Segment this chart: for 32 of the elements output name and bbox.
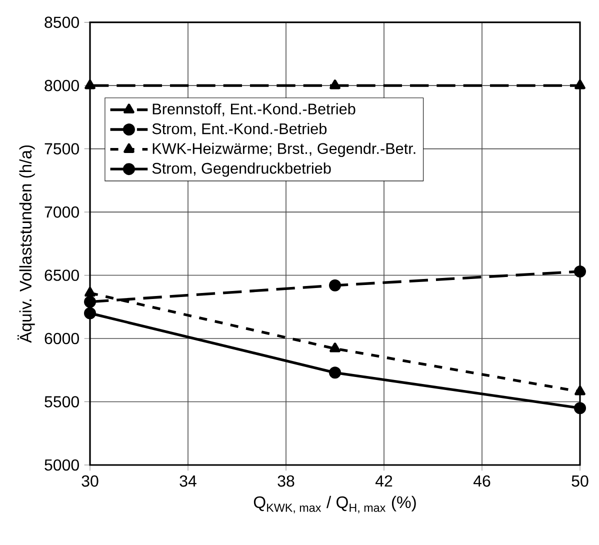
point [329, 279, 342, 292]
y-tick-label: 6500 [44, 270, 79, 281]
point [330, 342, 340, 352]
x-tick-label: 42 [375, 475, 392, 487]
x-tick-label: 38 [278, 475, 294, 487]
y-tick-label: 7500 [44, 143, 79, 154]
point [84, 307, 96, 320]
y-tick-label: 7000 [44, 206, 79, 218]
point [84, 80, 96, 90]
x-tick-label: 30 [82, 475, 98, 487]
x-tick-label: 50 [572, 475, 588, 487]
y-tick-label: 5500 [44, 396, 79, 408]
point [574, 402, 586, 414]
point [574, 80, 586, 90]
x-tick-label: 34 [180, 475, 196, 487]
legend-label: Brennstoff, Ent.-Kond.-Betrieb [152, 103, 356, 116]
legend-label: KWK-Heizwärme; Brst., Gegendr.-Betr. [152, 142, 416, 158]
point [330, 80, 340, 90]
legend-label: Strom, Ent.-Kond.-Betrieb [152, 122, 327, 136]
point [84, 296, 96, 308]
x-axis-title: $\text{Q}_{\text{KWK, max}}\text{ / Q}_{\text{H, max}}\text{ (\%)}$ [254, 496, 416, 514]
point [574, 265, 586, 278]
y-tick-label: 8500 [44, 16, 79, 28]
x-tick-label: 46 [473, 475, 490, 487]
y-tick-label: 8000 [44, 80, 79, 92]
legend-label: Strom, Gegendruckbetrieb [152, 162, 331, 177]
point [329, 366, 342, 379]
y-tick-label: 6000 [44, 332, 79, 344]
y-axis-title: Äquiv. Vollaststunden (h/a) [17, 145, 35, 343]
point [84, 286, 96, 297]
point [574, 386, 586, 396]
y-tick-label: 5000 [44, 459, 79, 471]
